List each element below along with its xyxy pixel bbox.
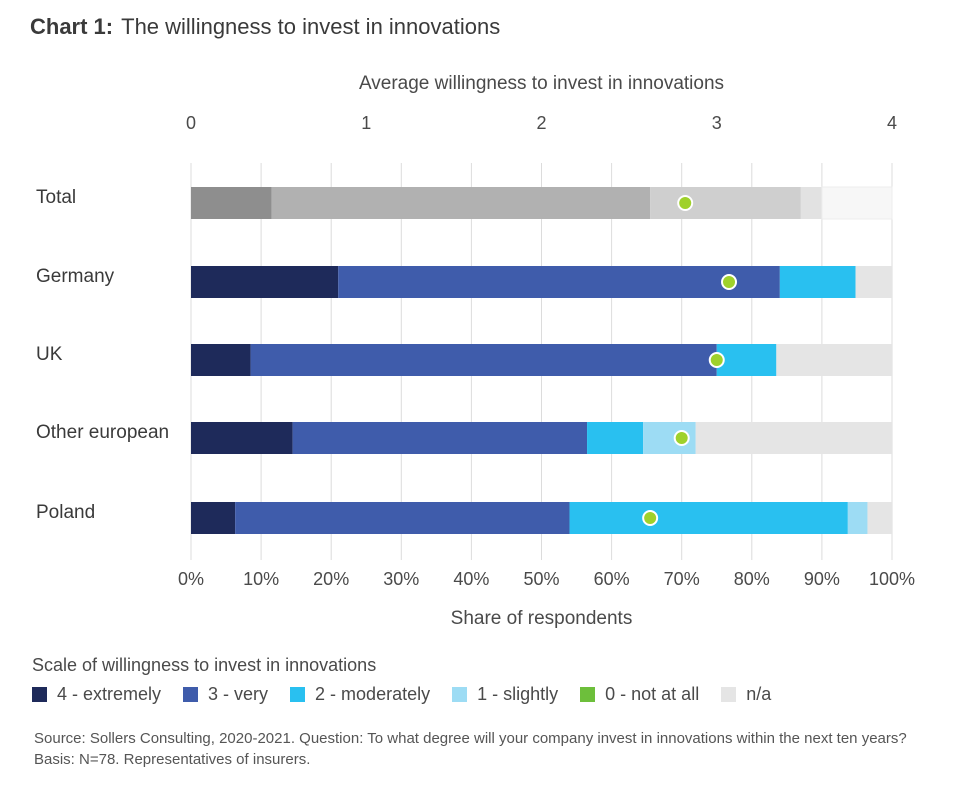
legend-item: 2 - moderately: [290, 684, 430, 705]
bar-segment: [847, 502, 868, 534]
legend-label: 1 - slightly: [477, 684, 559, 704]
secondary-axis-label: Average willingness to invest in innovat…: [359, 73, 724, 94]
bar-segment: [716, 344, 777, 376]
x-tick-label: 50%: [523, 569, 559, 589]
x-axis-label: Share of respondents: [451, 608, 633, 629]
category-label: UK: [36, 344, 63, 365]
legend-label: n/a: [746, 684, 772, 704]
chart-title-text: The willingness to invest in innovations: [121, 14, 501, 39]
average-marker: [673, 430, 690, 446]
legend-label: 0 - not at all: [605, 684, 700, 704]
legend-swatch: [580, 687, 596, 702]
category-label: Other european: [36, 422, 169, 443]
bar-segment: [338, 266, 780, 298]
legend-swatch: [32, 687, 47, 702]
bar-segment: [271, 187, 651, 219]
chart-plot: Total Germany UK Other european Poland Averag…: [36, 73, 915, 629]
average-marker: [721, 274, 738, 290]
bar-segment: [587, 422, 644, 454]
legend-item: 3 - very: [183, 684, 268, 705]
bar-segment: [191, 502, 236, 534]
bar-segment: [569, 502, 848, 534]
bar-segment: [800, 187, 822, 219]
bar-segment: [191, 187, 272, 219]
x-tick-label: 10%: [243, 569, 279, 589]
chart-title-lead: Chart 1:: [30, 14, 114, 39]
category-label: Poland: [36, 502, 95, 523]
x-tick-label: 90%: [804, 569, 840, 589]
legend-item: 1 - slightly: [452, 684, 558, 705]
x-tick-label: 80%: [734, 569, 770, 589]
secondary-tick-label: 4: [887, 113, 897, 133]
bar-segment: [779, 266, 856, 298]
bar-segment: [292, 422, 588, 454]
x-tick-label: 60%: [594, 569, 630, 589]
legend-swatch: [290, 687, 306, 702]
legend-swatch: [452, 687, 468, 702]
bar-segment: [191, 266, 339, 298]
average-marker: [708, 352, 725, 368]
x-tick-label: 0%: [178, 569, 204, 589]
legend-label: 2 - moderately: [315, 684, 431, 704]
category-label: Total: [36, 187, 76, 208]
bar-segment: [250, 344, 717, 376]
axis-labels: Total Germany UK Other european Poland Averag…: [36, 73, 915, 629]
secondary-tick-label: 1: [361, 113, 371, 133]
legend-swatch: [183, 687, 199, 702]
category-label: Germany: [36, 266, 115, 287]
x-tick-label: 20%: [313, 569, 349, 589]
bar-segment: [191, 344, 251, 376]
average-markers: [642, 195, 738, 526]
average-marker: [677, 195, 694, 211]
legend-swatch: [721, 687, 737, 702]
bar-segment: [695, 422, 892, 454]
bars: [191, 186, 893, 534]
average-marker: [642, 510, 659, 526]
bar-segment: [235, 502, 570, 534]
x-tick-label: 30%: [383, 569, 419, 589]
source-note: Source: Sollers Consulting, 2020-2021. Q…: [34, 730, 907, 768]
x-tick-label: 40%: [453, 569, 489, 589]
chart-title: Chart 1: The willingness to invest in inn…: [30, 14, 500, 40]
legend-title: Scale of willingness to invest in innova…: [32, 655, 377, 675]
bar-segment: [867, 502, 892, 534]
legend-label: 3 - very: [208, 684, 269, 704]
legend-items: 4 - extremely 3 - very 2 - moderately 1 - s…: [32, 684, 793, 705]
x-tick-label: 100%: [869, 569, 915, 589]
legend-item: n/a: [721, 684, 771, 705]
secondary-tick-label: 3: [712, 113, 722, 133]
x-tick-label: 70%: [664, 569, 700, 589]
secondary-tick-label: 2: [536, 113, 546, 133]
bar-segment: [855, 266, 892, 298]
legend-label: 4 - extremely: [57, 684, 162, 704]
legend-item: 0 - not at all: [580, 684, 699, 705]
legend: Scale of willingness to invest in innova…: [32, 655, 793, 705]
bar-segment: [776, 344, 892, 376]
bar-segment: [650, 187, 801, 219]
bar-segment: [821, 186, 893, 220]
secondary-tick-label: 0: [186, 113, 196, 133]
bar-segment: [191, 422, 293, 454]
legend-item: 4 - extremely: [32, 684, 161, 705]
